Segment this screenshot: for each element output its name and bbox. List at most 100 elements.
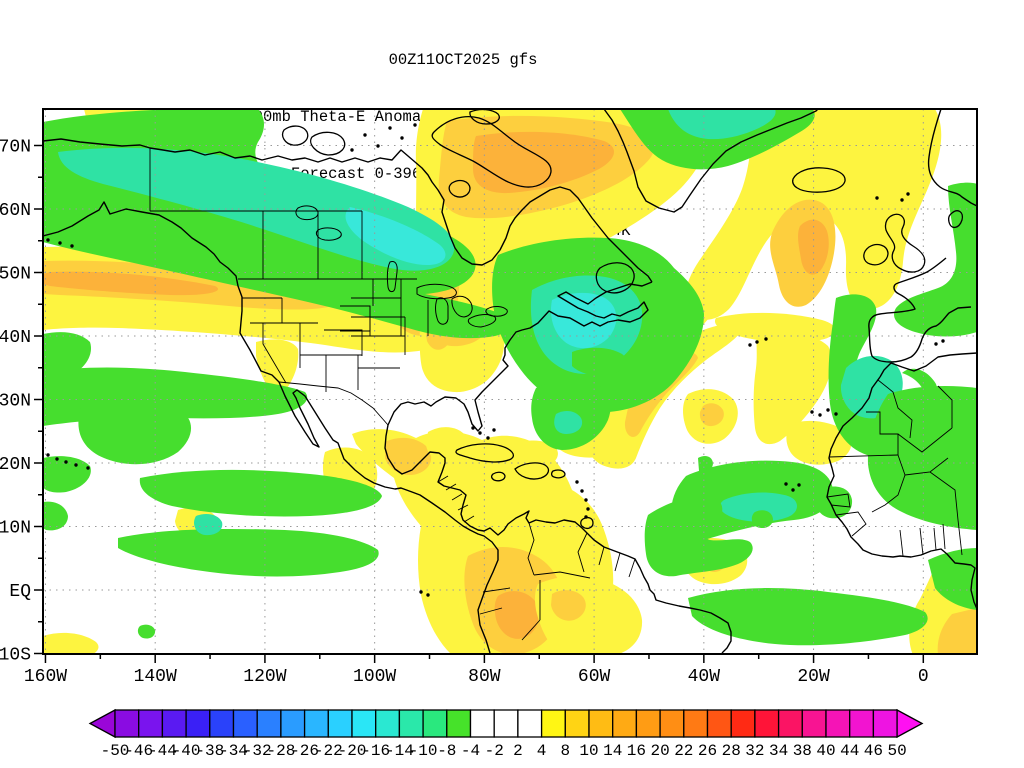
- island-speck-38: [900, 198, 904, 202]
- anomaly-region-green-72: [704, 478, 719, 494]
- island-speck-12: [74, 463, 78, 467]
- colorbar-box--8-to--4: [446, 709, 472, 738]
- island-speck-1: [478, 431, 482, 435]
- anomaly-region-green-60: [43, 456, 91, 493]
- colorbar: -50-46-44-40-38-34-32-28-26-22-20-16-14-…: [88, 708, 924, 760]
- lake-outline-7: [386, 261, 398, 293]
- colorbar-label--16: -16: [361, 742, 390, 760]
- coastline-3: [603, 109, 819, 213]
- colorbar-label-14: 14: [603, 742, 622, 760]
- island-speck-33: [413, 123, 417, 127]
- anomaly-region-teal-68: [554, 410, 583, 434]
- colorbar-box--2-to-2: [493, 709, 519, 738]
- border-line-30: [937, 385, 953, 428]
- island-speck-30: [388, 126, 392, 130]
- colorbar-label-16: 16: [627, 742, 646, 760]
- island-speck-10: [55, 457, 59, 461]
- anomaly-region-green-58: [78, 400, 192, 465]
- island-speck-23: [748, 343, 752, 347]
- colorbar-left-arrow: [88, 708, 116, 739]
- x-tick-label-40W: 40W: [688, 667, 721, 687]
- political-borders-layer: [149, 148, 963, 641]
- island-outline-2: [431, 116, 552, 188]
- colorbar-label--20: -20: [338, 742, 367, 760]
- y-tick-label-60N: 60N: [0, 201, 31, 221]
- island-speck-3: [492, 428, 496, 432]
- colorbar-label--14: -14: [385, 742, 414, 760]
- y-tick-label-10N: 10N: [0, 519, 31, 539]
- colorbar-box-28-to-32: [730, 709, 756, 738]
- border-line-15: [324, 329, 363, 356]
- lake-outline-0: [416, 283, 457, 300]
- coastline-5: [868, 257, 972, 363]
- anomaly-region-orange-35: [937, 608, 977, 654]
- anomaly-region-green-51: [867, 386, 977, 530]
- colorbar-label-44: 44: [840, 742, 859, 760]
- coastline-layer: [43, 109, 977, 654]
- anomaly-region-teal-47: [668, 109, 776, 140]
- anomaly-region-orange2-8: [473, 131, 615, 194]
- colorbar-box--38-to--34: [209, 709, 235, 738]
- anomaly-region-green-59: [139, 469, 382, 517]
- border-line-39: [929, 471, 959, 521]
- anomaly-region-teal-63: [194, 514, 223, 536]
- island-outline-14: [580, 516, 594, 530]
- lake-outline-4: [485, 306, 508, 317]
- colorbar-label-8: 8: [560, 742, 570, 760]
- anomaly-region-teal-53: [719, 492, 797, 522]
- island-outline-12: [490, 471, 506, 482]
- border-line-42: [445, 483, 457, 491]
- anomaly-region-green-71: [698, 455, 713, 473]
- x-tick-label-100W: 100W: [353, 667, 396, 687]
- colorbar-box-16-to-20: [635, 709, 661, 738]
- colorbar-label-34: 34: [769, 742, 788, 760]
- colorbar-box--10-to--8: [422, 709, 448, 738]
- map-frame: [42, 108, 978, 655]
- anomaly-region-yellow-32: [534, 576, 643, 654]
- colorbar-box-10-to-14: [588, 709, 614, 738]
- colorbar-box--14-to--10: [398, 709, 424, 738]
- colorbar-box-8-to-10: [564, 709, 590, 738]
- island-speck-22: [797, 483, 801, 487]
- anomaly-region-orange-33: [551, 590, 586, 621]
- title-line-init: 00Z11OCT2025 gfs: [388, 51, 538, 69]
- border-line-26: [877, 379, 913, 439]
- y-tick-label-30N: 30N: [0, 392, 31, 412]
- anomaly-region-green-49: [828, 294, 939, 458]
- x-tick-label-160W: 160W: [24, 667, 67, 687]
- island-outline-11: [514, 462, 550, 480]
- island-speck-28: [363, 133, 367, 137]
- border-line-46: [527, 522, 535, 576]
- colorbar-box-22-to-26: [683, 709, 709, 738]
- y-tick-label-20N: 20N: [0, 455, 31, 475]
- anomaly-region-green-48: [894, 182, 977, 337]
- y-tick-label-70N: 70N: [0, 138, 31, 158]
- island-speck-14: [419, 590, 423, 594]
- border-line-28: [828, 454, 899, 458]
- map-layers-group: [43, 109, 977, 654]
- border-line-32: [835, 511, 867, 537]
- lake-outline-6: [315, 227, 342, 241]
- border-line-51: [482, 587, 511, 593]
- colorbar-box--28-to--26: [280, 709, 306, 738]
- colorbar-label-20: 20: [650, 742, 669, 760]
- colorbar-box--44-to--40: [161, 709, 187, 738]
- lakes-layer: [295, 205, 508, 328]
- colorbar-label--10: -10: [409, 742, 438, 760]
- anomaly-region-orange-20: [699, 403, 724, 427]
- colorbar-label-46: 46: [864, 742, 883, 760]
- border-line-37: [933, 527, 937, 551]
- island-outline-3: [448, 179, 471, 198]
- y-tick-label-50N: 50N: [0, 265, 31, 285]
- anomaly-region-yellow-23: [786, 420, 852, 465]
- island-speck-5: [580, 489, 584, 493]
- colorbar-box-44-to-46: [849, 709, 875, 738]
- anomaly-region-yellow-12: [685, 109, 942, 320]
- colorbar-box--32-to--28: [256, 709, 282, 738]
- island-speck-24: [755, 340, 759, 344]
- colorbar-label--40: -40: [172, 742, 201, 760]
- x-tick-label-20W: 20W: [797, 667, 830, 687]
- colorbar-box--34-to--32: [232, 709, 258, 738]
- colorbar-label-2: 2: [513, 742, 523, 760]
